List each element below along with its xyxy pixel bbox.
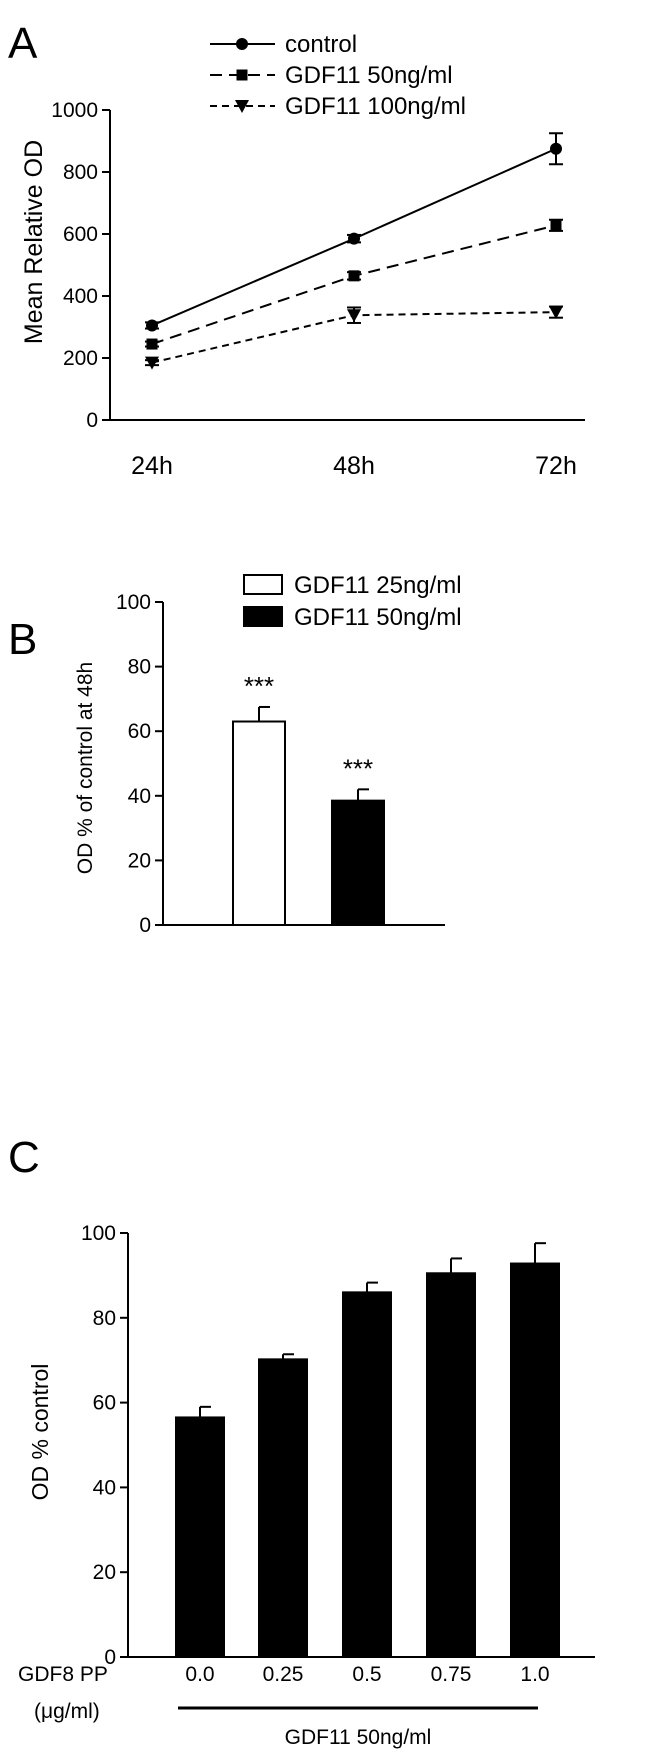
panel-a-legend-marker [235, 100, 249, 113]
panel-b-y-tick-label: 80 [128, 656, 151, 679]
panel-a-series [145, 132, 563, 370]
panel-b-y-tick-label: 100 [116, 591, 151, 614]
panel-a-data-point [550, 219, 562, 231]
panel-a-data-point [347, 309, 361, 323]
panel-c-bar-group [510, 1242, 560, 1658]
panel-a-y-tick-label: 600 [63, 223, 98, 246]
panel-c-bar-group [175, 1405, 225, 1658]
panel-b-bar-group: *** [232, 671, 286, 927]
panel-a-x-ticks: 24h 48h 72h [131, 452, 577, 480]
panel-a-legend-marker [236, 69, 248, 81]
panel-b-significance-label: *** [244, 671, 274, 701]
panel-c-bar [258, 1358, 308, 1659]
panel-a-label: A [8, 19, 38, 68]
panel-b-bar-group: *** [331, 753, 385, 927]
panel-a-data-point [348, 270, 360, 282]
panel-c-bar [175, 1416, 225, 1658]
panel-c-bar-group [426, 1257, 476, 1659]
panel-c-y-tick-label: 60 [93, 1392, 116, 1415]
panel-a-x-tick-label: 72h [535, 452, 577, 480]
panel-a-series-1 [145, 132, 563, 332]
panel-b-y-tick-label: 20 [128, 849, 151, 872]
panel-c-x-tick-label: 1.0 [520, 1663, 549, 1686]
panel-a-series-2 [145, 218, 563, 350]
panel-a-y-tick-label: 200 [63, 347, 98, 370]
panel-b-significance-label: *** [343, 753, 373, 783]
panel-b-y-tick-label: 0 [139, 914, 151, 937]
panel-b-y-tick-label: 60 [128, 720, 151, 743]
panel-c-x-axis-name: GDF8 PP [18, 1663, 108, 1686]
panel-a-y-tick-label: 0 [86, 409, 98, 432]
panel-c-x-tick-label: 0.0 [185, 1663, 214, 1686]
panel-c-bar [426, 1272, 476, 1659]
panel-a-data-point [550, 142, 562, 155]
panel-c-x-axis-label: GDF11 50ng/ml [285, 1726, 432, 1749]
panel-c-y-tick-label: 80 [93, 1307, 116, 1330]
panel-c-bar-group [258, 1353, 308, 1659]
panel-c-x-tick-label: 0.75 [431, 1663, 472, 1686]
panel-c-x-ticks: 0.0 0.25 0.5 0.75 1.0 [185, 1663, 549, 1686]
panel-c-label: C [8, 1133, 40, 1182]
panel-c-bar [510, 1262, 560, 1658]
panel-a-y-tick-label: 400 [63, 285, 98, 308]
panel-b-y-ticks: 0 20 40 60 80 100 [116, 591, 163, 937]
panel-c-bars [175, 1242, 560, 1659]
panel-a-x-tick-label: 24h [131, 452, 173, 480]
panel-b-y-tick-label: 40 [128, 785, 151, 808]
panel-b-bar [331, 799, 385, 927]
panel-a-data-point [549, 306, 563, 320]
panel-a-y-axis-label: Mean Relative OD [20, 140, 48, 344]
panel-b-axes [162, 602, 445, 926]
panel-a-data-point [146, 319, 158, 332]
panel-c-bar-chart: 0 20 40 60 80 100 0.0 0.25 0.5 0.75 1.0 OD % cont… [18, 1222, 595, 1749]
panel-a-series-3 [145, 305, 563, 370]
panel-b-label: B [8, 615, 37, 664]
panel-b-bar-chart: 0 20 40 60 80 100 *** *** GDF11 25ng/ml GDF11 5… [74, 572, 462, 937]
panel-b-legend-label: GDF11 50ng/ml [294, 604, 462, 631]
panel-b-legend-swatch [243, 606, 283, 627]
panel-b-y-axis-label: OD % of control at 48h [74, 662, 97, 874]
panel-b-bar [232, 720, 286, 927]
panel-a-data-point [146, 338, 158, 350]
panel-a-y-tick-label: 800 [63, 161, 98, 184]
panel-a-legend-label: GDF11 50ng/ml [285, 62, 453, 89]
panel-b-legend: GDF11 25ng/ml GDF11 50ng/ml [243, 572, 462, 631]
panel-c-bar-group [342, 1281, 392, 1658]
panel-a-legend: control GDF11 50ng/ml GDF11 100ng/ml [210, 31, 466, 120]
panel-c-x-tick-label: 0.5 [352, 1663, 381, 1686]
panel-a-axes [109, 110, 585, 421]
panel-a-legend-label: control [285, 31, 357, 58]
panel-c-x-axis-unit: (μg/ml) [34, 1700, 100, 1723]
panel-c-x-tick-label: 0.25 [263, 1663, 304, 1686]
panel-a-legend-marker [236, 38, 248, 50]
panel-c-bar [342, 1291, 392, 1658]
panel-b-legend-swatch [243, 574, 283, 595]
panel-c-y-tick-label: 20 [93, 1561, 116, 1584]
panel-a-data-point [145, 356, 159, 370]
panel-a-data-point [348, 232, 360, 245]
panel-a-line-chart: 0 200 400 600 800 1000 24h 48h 72h control GDF11… [20, 31, 585, 480]
panel-c-y-tick-label: 100 [81, 1222, 116, 1245]
panel-c-y-ticks: 0 20 40 60 80 100 [81, 1222, 128, 1669]
panel-a-legend-label: GDF11 100ng/ml [285, 93, 466, 120]
panel-a-y-tick-label: 1000 [51, 99, 98, 122]
panel-b-bars: *** *** [232, 671, 385, 927]
panel-c-y-axis-label: OD % control [27, 1364, 53, 1501]
panel-a-x-tick-label: 48h [333, 452, 375, 480]
panel-b-legend-label: GDF11 25ng/ml [294, 572, 462, 599]
panel-a-y-ticks: 0 200 400 600 800 1000 [51, 99, 110, 432]
panel-c-y-tick-label: 0 [104, 1646, 116, 1669]
panel-c-y-tick-label: 40 [93, 1476, 116, 1499]
